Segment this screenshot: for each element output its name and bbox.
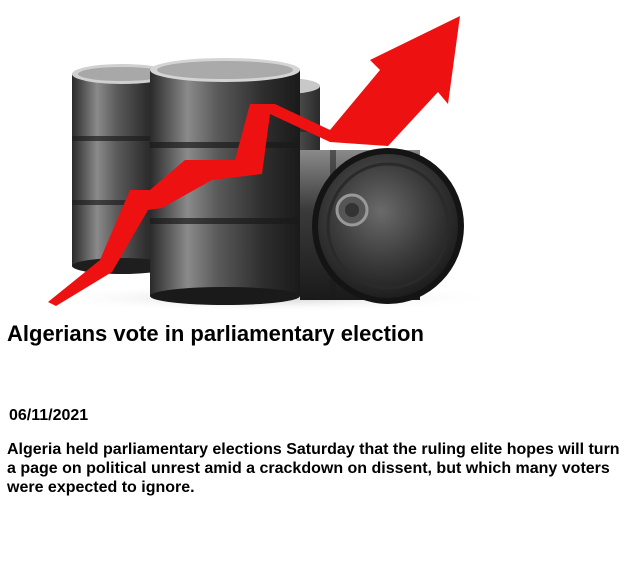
rising-arrow	[48, 16, 460, 306]
article-headline[interactable]: Algerians vote in parliamentary election	[7, 321, 424, 346]
article-date: 06/11/2021	[9, 407, 89, 424]
article-image[interactable]	[0, 0, 641, 310]
article-summary: Algeria held parliamentary elections Sat…	[7, 441, 620, 496]
oil-barrels-rising-arrow-image	[40, 16, 500, 310]
barrel-lying	[300, 148, 464, 304]
